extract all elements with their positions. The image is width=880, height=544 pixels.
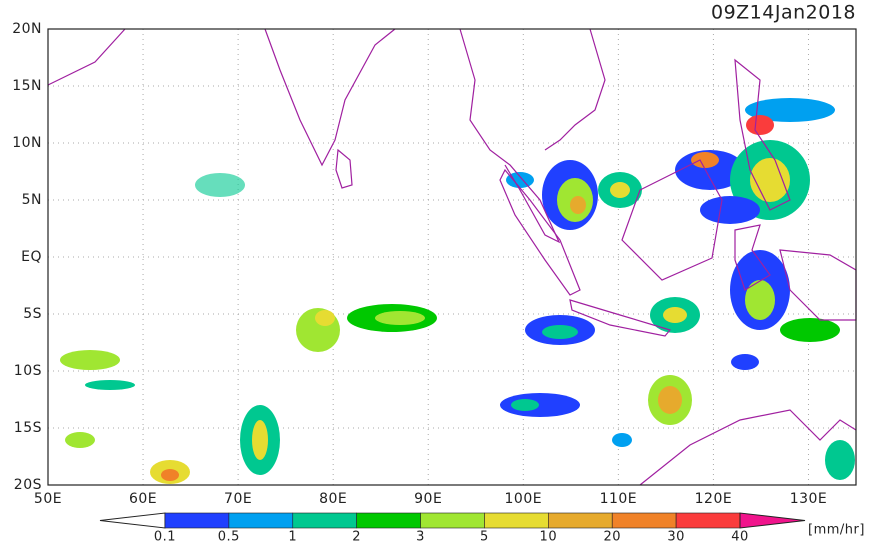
colorbar-segment	[292, 512, 357, 529]
lon-label: 60E	[129, 491, 157, 507]
coastline	[734, 224, 771, 291]
rain-area	[195, 173, 245, 197]
colorbar-label: 30	[667, 530, 685, 544]
colorbar-label: 20	[603, 530, 621, 544]
coastline	[335, 148, 353, 189]
rain-area	[745, 98, 835, 122]
colorbar-segment	[420, 512, 485, 529]
colorbar-unit: [mm/hr]	[808, 523, 865, 538]
rain-area	[610, 182, 630, 198]
rain-area	[612, 433, 632, 447]
rain-area	[65, 432, 95, 448]
colorbar: 0.1 0.5 1 2 3 5 10 20 30 40 [mm/hr]	[99, 512, 865, 544]
colorbar-label: 10	[540, 530, 558, 544]
coastline	[47, 28, 126, 86]
rain-area	[825, 440, 855, 480]
colorbar-label: 3	[416, 530, 425, 544]
lon-label: 100E	[505, 491, 543, 507]
coastline	[734, 58, 791, 211]
rain-area	[746, 115, 774, 135]
lat-label: 20N	[12, 21, 42, 37]
lon-label: 130E	[790, 491, 828, 507]
coastline	[779, 249, 857, 321]
rain-area	[161, 469, 179, 481]
lat-label: 15S	[14, 420, 42, 436]
colorbar-label: 1	[288, 530, 297, 544]
coastline	[499, 168, 581, 296]
coastline	[569, 299, 672, 337]
rain-area	[542, 325, 578, 339]
coastline	[621, 159, 723, 281]
lat-label: 10N	[12, 135, 42, 151]
rain-area	[570, 196, 586, 214]
colorbar-segment	[484, 512, 549, 529]
rain-area	[745, 280, 775, 320]
colorbar-label: 2	[352, 530, 361, 544]
colorbar-label: 5	[480, 530, 489, 544]
colorbar-label: 40	[731, 530, 749, 544]
lat-label: 15N	[12, 78, 42, 94]
coastline	[459, 28, 561, 244]
lat-label: 20S	[14, 477, 42, 493]
colorbar-label: 0.5	[218, 530, 240, 544]
rain-area	[60, 350, 120, 370]
lat-label: 5N	[22, 192, 42, 208]
colorbar-segment	[611, 512, 677, 529]
rain-area	[691, 152, 719, 168]
coastline	[544, 28, 606, 151]
lat-label: 10S	[14, 363, 42, 379]
colorbar-segment	[228, 512, 294, 529]
lon-label: 90E	[414, 491, 442, 507]
lon-label: 120E	[695, 491, 733, 507]
rain-area	[511, 399, 539, 411]
lon-label: 70E	[224, 491, 252, 507]
map-frame	[47, 28, 857, 486]
rain-area	[750, 158, 790, 202]
lat-label: EQ	[21, 249, 42, 265]
rain-area	[375, 311, 425, 325]
colorbar-segment	[356, 512, 421, 529]
colorbar-segment	[548, 512, 613, 529]
lon-label: 80E	[319, 491, 347, 507]
coastline	[264, 28, 396, 167]
map-title: 09Z14Jan2018	[711, 2, 856, 24]
rain-area	[658, 386, 682, 414]
rain-area	[780, 318, 840, 342]
colorbar-arrow	[99, 512, 166, 529]
rain-area	[500, 393, 580, 417]
rain-area	[252, 420, 268, 460]
colorbar-label: 0.1	[154, 530, 176, 544]
lon-label: 50E	[34, 491, 62, 507]
rain-area	[663, 307, 687, 323]
rain-area	[700, 196, 760, 224]
colorbar-segment	[675, 512, 741, 529]
lon-label: 110E	[600, 491, 638, 507]
colorbar-arrow	[739, 512, 806, 529]
colorbar-segment	[164, 512, 230, 529]
rain-area	[731, 354, 759, 370]
coastlines	[47, 28, 857, 486]
rain-area	[85, 380, 135, 390]
coastline	[639, 409, 857, 486]
lat-label: 5S	[23, 306, 42, 322]
rain-area	[315, 310, 335, 326]
precipitation	[60, 98, 855, 484]
